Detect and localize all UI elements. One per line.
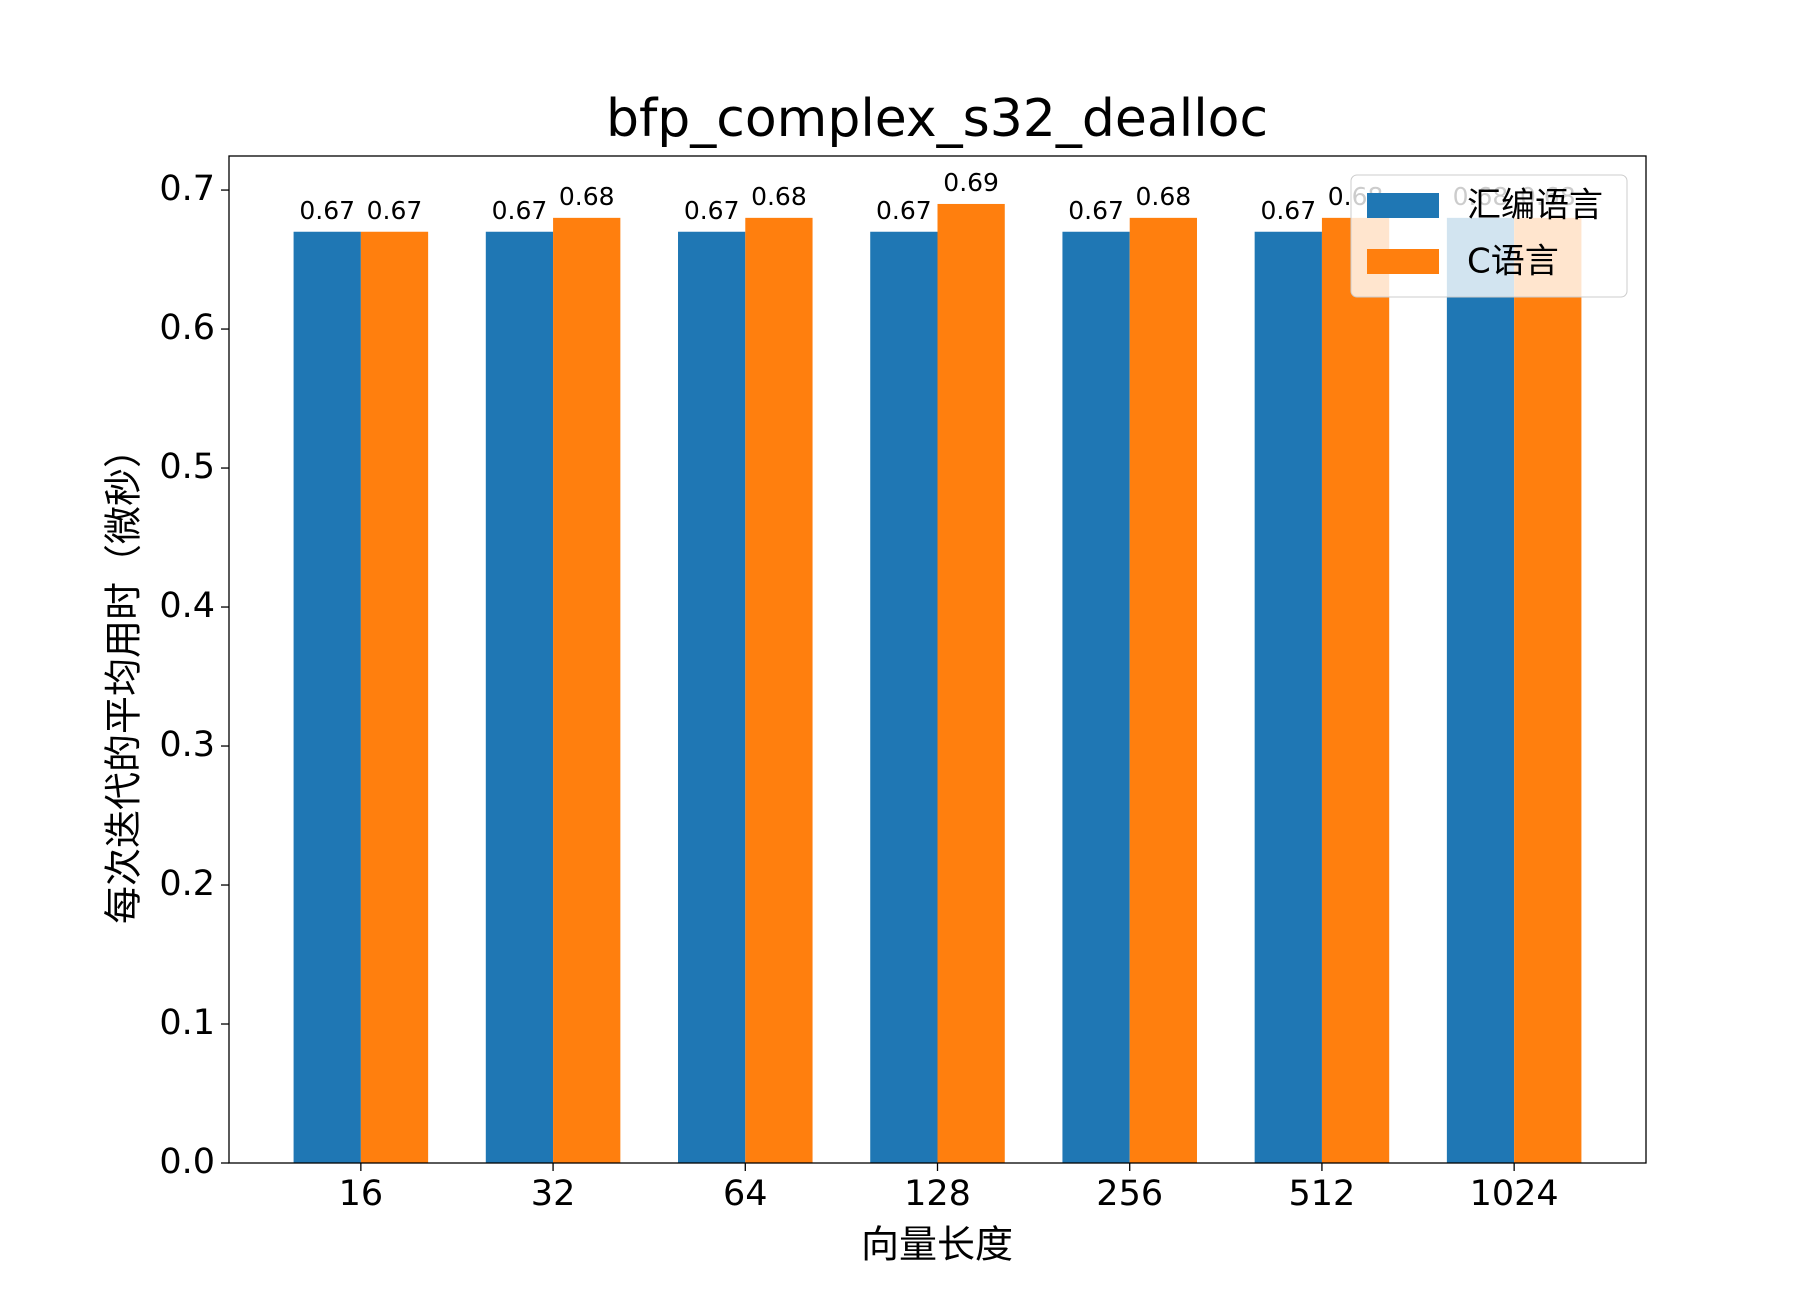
value-label: 0.68 [751, 182, 807, 211]
bar [1062, 231, 1130, 1164]
value-label: 0.68 [559, 182, 615, 211]
x-tick-label: 64 [723, 1174, 768, 1214]
x-tick-label: 32 [531, 1174, 576, 1214]
y-tick-label: 0.7 [159, 169, 215, 209]
legend-label: C语言 [1467, 242, 1559, 282]
x-tick-label: 128 [904, 1174, 971, 1214]
bar [745, 217, 813, 1163]
legend-label: 汇编语言 [1467, 186, 1603, 226]
x-tick-label: 256 [1096, 1174, 1163, 1214]
x-tick-label: 512 [1289, 1174, 1356, 1214]
bar [360, 231, 429, 1164]
bar [553, 217, 621, 1163]
y-tick-label: 0.6 [159, 308, 215, 348]
y-tick-label: 0.4 [159, 586, 215, 626]
legend-swatch [1367, 193, 1439, 218]
value-label: 0.67 [684, 196, 740, 225]
x-tick-label: 16 [339, 1174, 384, 1214]
bar [870, 231, 938, 1164]
bar [1446, 217, 1515, 1163]
bar [293, 231, 361, 1164]
value-label: 0.69 [943, 168, 999, 197]
value-label: 0.67 [876, 196, 932, 225]
x-tick-label: 1024 [1470, 1174, 1559, 1214]
value-label: 0.67 [492, 196, 548, 225]
chart-title: bfp_complex_s32_dealloc [606, 89, 1268, 149]
y-tick-label: 0.5 [159, 447, 215, 487]
legend: 汇编语言 C语言 [1350, 174, 1628, 298]
bar [1514, 217, 1582, 1163]
y-tick-label: 0.3 [159, 725, 215, 765]
bar [485, 231, 554, 1164]
y-tick-label: 0.0 [159, 1142, 215, 1182]
value-label: 0.67 [299, 196, 355, 225]
bar [1129, 217, 1197, 1163]
legend-swatch [1367, 249, 1439, 274]
y-tick-label: 0.1 [159, 1003, 215, 1043]
y-axis-label: 每次迭代的平均用时（微秒） [102, 430, 146, 924]
value-label: 0.67 [367, 196, 423, 225]
bar [937, 203, 1005, 1163]
y-tick-label: 0.2 [159, 864, 215, 904]
value-label: 0.68 [1136, 182, 1192, 211]
plot-area: 0.67 0.67 0.67 0.67 0.67 0.67 0.68 0.67 0.68 0.68… [293, 168, 1582, 1164]
value-label: 0.67 [1260, 196, 1316, 225]
x-axis-label: 向量长度 [861, 1223, 1013, 1267]
bar [1254, 231, 1322, 1164]
value-label: 0.67 [1068, 196, 1124, 225]
bar [678, 231, 746, 1164]
bar [1321, 217, 1390, 1163]
